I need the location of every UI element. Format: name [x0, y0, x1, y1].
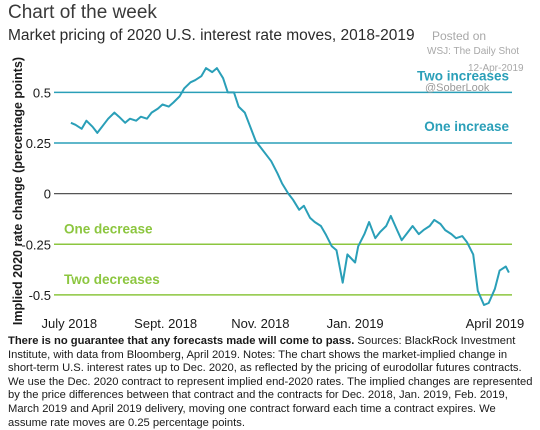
footnote: There is no guarantee that any forecasts…	[8, 335, 536, 430]
y-tick-label: 0	[44, 187, 51, 202]
y-tick-label: 0.5	[33, 85, 51, 100]
line-chart: Two increases One increase One decrease Two…	[11, 57, 524, 331]
series-line	[70, 67, 510, 306]
chart-subtitle: Market pricing of 2020 U.S. interest rat…	[8, 27, 415, 44]
x-tick-label: April 2019	[466, 316, 525, 331]
reference-labels: Two increases One increase One decrease Two…	[64, 68, 509, 287]
y-axis-label: Implied 2020 rate change (percentage poi…	[11, 57, 25, 325]
footnote-disclaimer: There is no guarantee that any forecasts…	[8, 335, 355, 347]
reference-lines	[54, 91, 512, 296]
reference-label-3: One decrease	[64, 221, 153, 236]
x-tick-label: Sept. 2018	[134, 316, 197, 331]
watermark-handle: @SoberLook	[425, 82, 490, 94]
reference-label-0: Two increases	[417, 68, 509, 83]
footnote-text: Sources: BlackRock Investment Institute,…	[8, 335, 533, 429]
reference-label-1: One increase	[424, 119, 509, 134]
x-tick-label: Nov. 2018	[231, 316, 289, 331]
watermark-source: WSJ: The Daily Shot	[427, 46, 520, 57]
reference-label-4: Two decreases	[64, 272, 160, 287]
watermark-date: 12-Apr-2019	[468, 63, 524, 74]
y-tick-label: -0.5	[29, 288, 51, 303]
watermark-posted: Posted on	[432, 29, 487, 43]
chart-title: Chart of the week	[8, 2, 157, 23]
y-axis-ticks: 0.5 0.25 0 -0.25 -0.5	[21, 85, 51, 303]
y-tick-label: 0.25	[26, 136, 51, 151]
x-axis-ticks: July 2018 Sept. 2018 Nov. 2018 Jan. 2019 Apr…	[41, 316, 524, 331]
y-tick-label: -0.25	[21, 237, 51, 252]
x-tick-label: Jan. 2019	[327, 316, 384, 331]
x-tick-label: July 2018	[41, 316, 97, 331]
